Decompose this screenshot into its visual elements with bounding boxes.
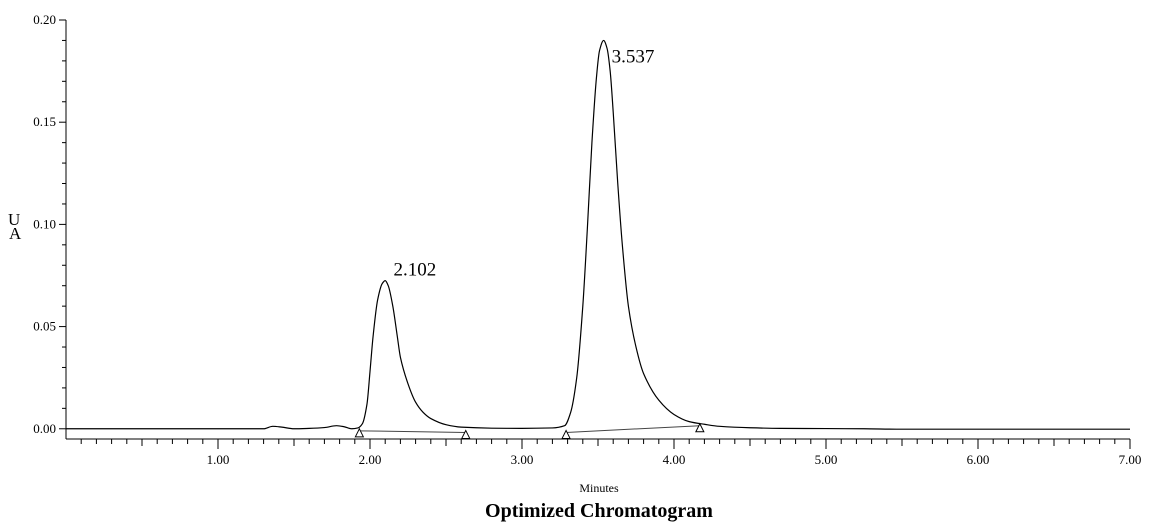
x-tick-label: 7.00 [1119, 452, 1142, 467]
y-tick-label: 0.00 [33, 421, 56, 436]
x-tick-label: 4.00 [663, 452, 686, 467]
peak-label: 2.102 [394, 260, 437, 281]
y-tick-label: 0.20 [33, 12, 56, 27]
integration-marker [561, 429, 571, 439]
y-axis-label-line-1: U [8, 210, 20, 229]
integration-markers [354, 422, 705, 439]
peak-baseline [566, 425, 700, 433]
x-tick-label: 6.00 [967, 452, 990, 467]
integration-marker [695, 422, 705, 433]
x-tick-label: 5.00 [815, 452, 838, 467]
y-tick-label: 0.15 [33, 114, 56, 129]
peak-baselines [359, 425, 700, 433]
peak-label: 3.537 [612, 46, 655, 67]
peak-labels: 2.102 3.537 [394, 46, 655, 280]
x-tick-label: 1.00 [207, 452, 230, 467]
y-tick-label: 0.10 [33, 216, 56, 231]
y-ticks: 0.00 0.05 0.10 0.15 0.20 [33, 12, 66, 436]
y-tick-label: 0.05 [33, 319, 56, 334]
integration-marker [354, 427, 365, 438]
peak-baseline [359, 430, 466, 433]
y-axis-label-line-2: A [9, 224, 22, 243]
x-axis-label: Minutes [579, 481, 619, 495]
x-ticks: 1.00 2.00 3.00 4.00 5.00 6.00 7.00 [80, 439, 1142, 467]
x-tick-label: 3.00 [511, 452, 534, 467]
chromatogram-trace [65, 39, 1130, 430]
x-tick-label: 2.00 [359, 452, 382, 467]
axes [65, 20, 1130, 440]
trace-group [65, 39, 1130, 430]
integration-marker [460, 429, 471, 439]
chart-title: Optimized Chromatogram [485, 500, 713, 522]
